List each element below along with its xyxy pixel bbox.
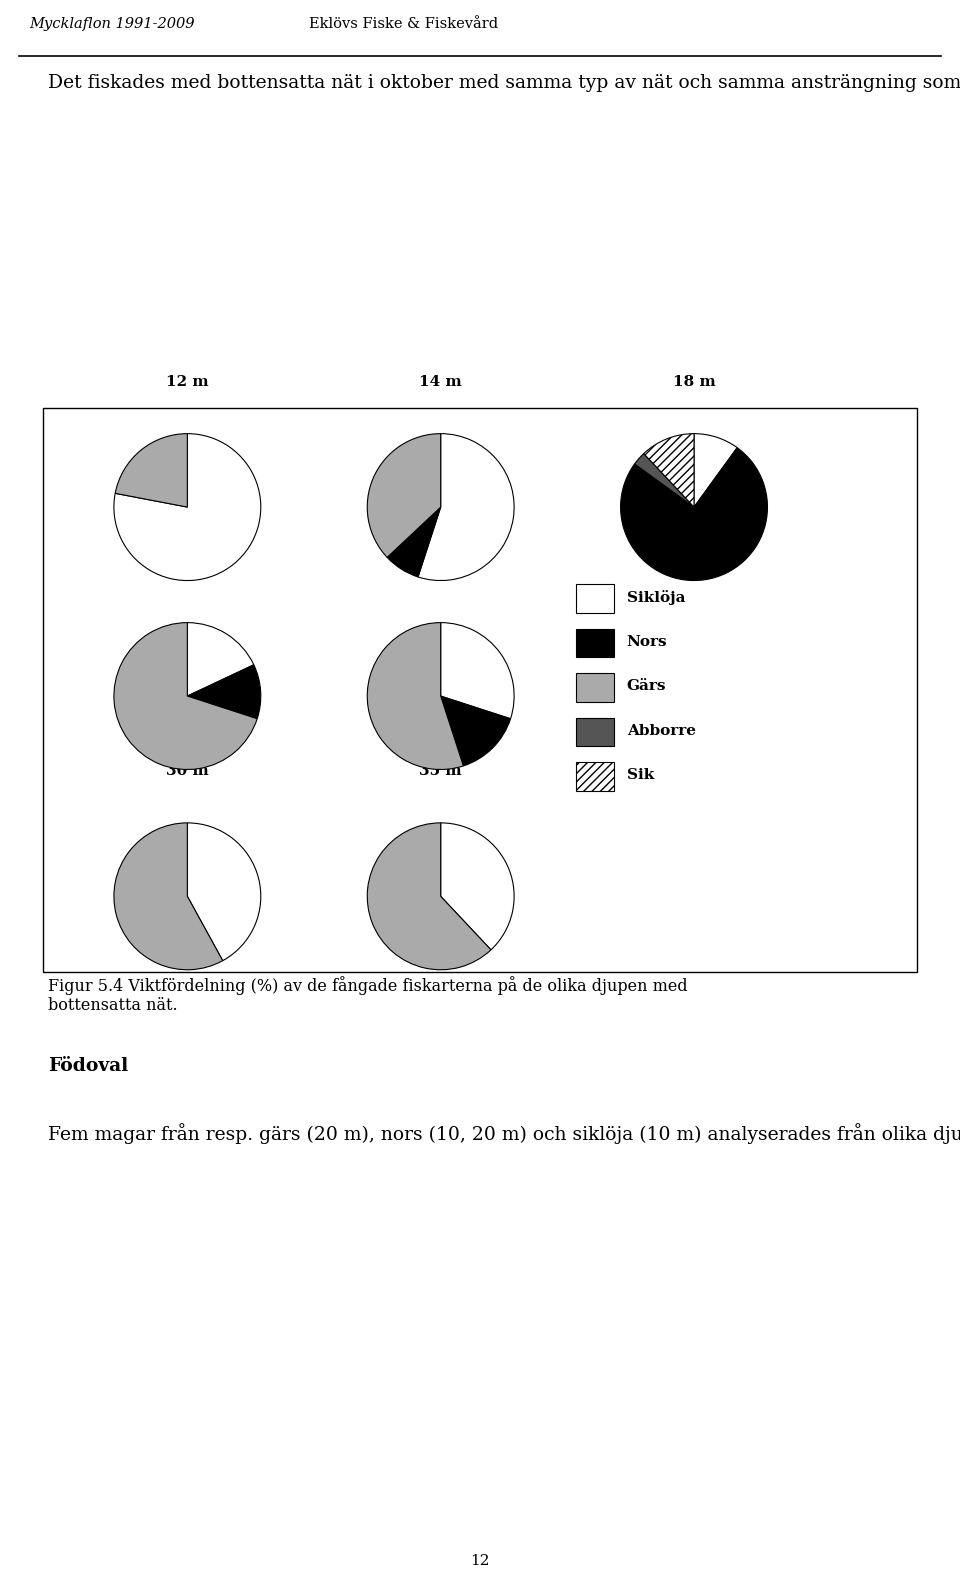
Wedge shape bbox=[187, 664, 261, 718]
FancyBboxPatch shape bbox=[576, 585, 614, 613]
Text: Siklöja: Siklöja bbox=[627, 590, 685, 605]
Text: 35 m: 35 m bbox=[420, 764, 462, 779]
FancyBboxPatch shape bbox=[576, 674, 614, 702]
Text: Sik: Sik bbox=[627, 769, 654, 782]
FancyBboxPatch shape bbox=[576, 718, 614, 747]
Wedge shape bbox=[114, 623, 257, 769]
Wedge shape bbox=[694, 434, 737, 507]
Text: Mycklaflon 1991-2009: Mycklaflon 1991-2009 bbox=[29, 17, 194, 30]
Wedge shape bbox=[635, 453, 694, 507]
Wedge shape bbox=[644, 434, 694, 507]
Wedge shape bbox=[441, 823, 515, 950]
Text: 14 m: 14 m bbox=[420, 375, 462, 389]
Text: 12: 12 bbox=[470, 1554, 490, 1568]
Wedge shape bbox=[441, 623, 515, 718]
Wedge shape bbox=[441, 696, 511, 766]
Text: 28 m: 28 m bbox=[420, 564, 462, 577]
Wedge shape bbox=[114, 823, 223, 969]
Wedge shape bbox=[620, 448, 767, 580]
Wedge shape bbox=[114, 434, 261, 580]
Wedge shape bbox=[187, 823, 261, 961]
Wedge shape bbox=[368, 823, 491, 969]
Wedge shape bbox=[187, 623, 253, 696]
Text: 18 m: 18 m bbox=[673, 375, 715, 389]
Text: 22 m: 22 m bbox=[166, 564, 208, 577]
Text: 12 m: 12 m bbox=[166, 375, 208, 389]
Wedge shape bbox=[418, 434, 515, 580]
Wedge shape bbox=[368, 623, 464, 769]
Text: Fem magar från resp. gärs (20 m), nors (10, 20 m) och siklöja (10 m) analyserade: Fem magar från resp. gärs (20 m), nors (… bbox=[48, 1123, 960, 1144]
Text: Födoval: Födoval bbox=[48, 1057, 129, 1074]
Text: 30 m: 30 m bbox=[166, 764, 208, 779]
FancyBboxPatch shape bbox=[576, 629, 614, 658]
Text: Nors: Nors bbox=[627, 636, 667, 648]
Wedge shape bbox=[387, 507, 441, 577]
Text: Figur 5.4 Viktfördelning (%) av de fångade fiskarterna på de olika djupen med
bo: Figur 5.4 Viktfördelning (%) av de fånga… bbox=[48, 976, 687, 1014]
Wedge shape bbox=[115, 434, 187, 507]
Text: Abborre: Abborre bbox=[627, 725, 696, 737]
Text: Gärs: Gärs bbox=[627, 680, 666, 693]
Text: Det fiskades med bottensatta nät i oktober med samma typ av nät och samma ansträ: Det fiskades med bottensatta nät i oktob… bbox=[48, 72, 960, 92]
Wedge shape bbox=[368, 434, 441, 558]
Text: Eklövs Fiske & Fiskevård: Eklövs Fiske & Fiskevård bbox=[308, 17, 498, 30]
FancyBboxPatch shape bbox=[576, 763, 614, 791]
